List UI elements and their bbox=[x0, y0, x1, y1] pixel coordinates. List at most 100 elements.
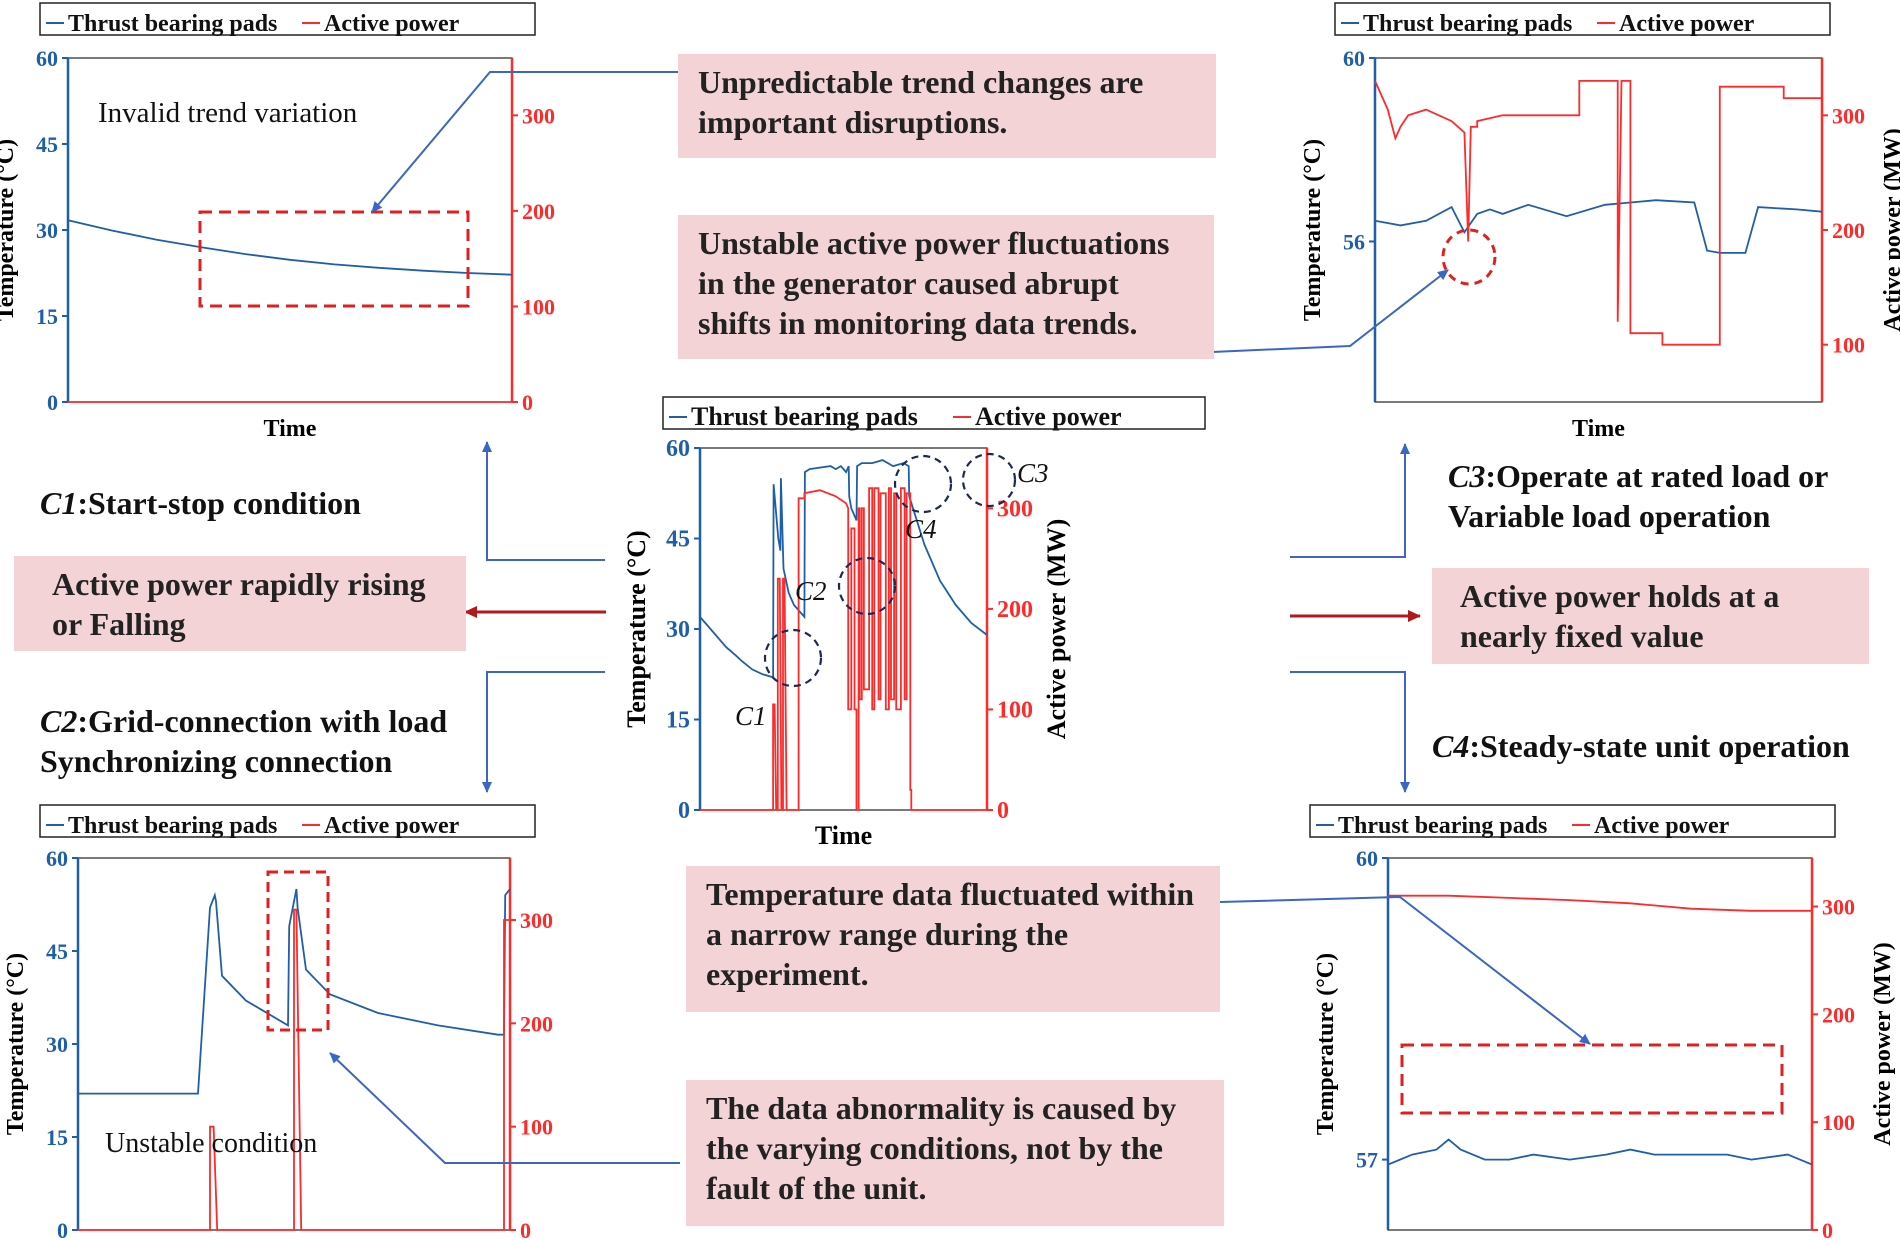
marker-c1-label: C1 bbox=[735, 701, 767, 731]
marker-c4-label: C4 bbox=[905, 514, 937, 544]
highlight-box-narrow bbox=[1400, 1043, 1784, 1115]
condition-c2-text2: Synchronizing connection bbox=[40, 743, 393, 779]
right-tick-label: 100 bbox=[1832, 333, 1865, 358]
callout-unpredictable: Unpredictable trend changes are importan… bbox=[678, 54, 1216, 158]
left-tick-label: 60 bbox=[666, 436, 690, 462]
legend-temp-label: Thrust bearing pads bbox=[691, 402, 918, 431]
series-temp-line bbox=[67, 219, 513, 276]
series-power-line bbox=[78, 908, 510, 1231]
y-axis-label-left: Temperature (°C) bbox=[3, 953, 29, 1135]
right-tick-label: 300 bbox=[1822, 895, 1855, 920]
legend-box bbox=[1334, 2, 1831, 36]
legend-temp-label: Thrust bearing pads bbox=[1338, 813, 1547, 839]
right-tick-label: 0 bbox=[997, 798, 1009, 824]
series-temp-line bbox=[1374, 199, 1823, 254]
chart-top-right: Thrust bearing pads Active power 56 60 100 20… bbox=[1300, 2, 1900, 442]
chart-top-left: Thrust bearing pads Active power 0 15 30 45 60… bbox=[0, 2, 555, 442]
legend-power-label: Active power bbox=[975, 402, 1122, 431]
condition-c1: C1:Start-stop condition bbox=[40, 483, 361, 523]
condition-c2-text: :Grid-connection with load bbox=[77, 703, 448, 739]
y-axis-label-right: Active power (MW) bbox=[1870, 942, 1896, 1145]
left-tick-label: 0 bbox=[678, 798, 690, 824]
highlight-box-invalid bbox=[198, 210, 470, 308]
x-axis-label: Time bbox=[815, 821, 872, 850]
right-tick-label: 100 bbox=[522, 294, 555, 319]
marker-c4-circle bbox=[893, 454, 953, 514]
left-tick-label: 15 bbox=[666, 708, 690, 734]
arrow-to-c4 bbox=[1290, 671, 1410, 793]
legend-power-label: Active power bbox=[324, 11, 460, 37]
left-tick-label: 60 bbox=[1343, 46, 1365, 71]
legend-power-label: Active power bbox=[1619, 11, 1755, 37]
annotation-invalid-trend: Invalid trend variation bbox=[98, 97, 358, 129]
condition-c4-text: :Steady-state unit operation bbox=[1469, 728, 1850, 764]
condition-c3: C3:Operate at rated load or Variable loa… bbox=[1448, 456, 1828, 536]
marker-c2-circle bbox=[837, 556, 897, 616]
left-tick-label: 45 bbox=[36, 132, 58, 157]
arrow-to-c2 bbox=[482, 671, 605, 793]
chart-bottom-right: Thrust bearing pads Active power 57 60 0 100 2… bbox=[1309, 804, 1896, 1240]
plot-frame bbox=[1374, 57, 1823, 403]
left-tick-label: 0 bbox=[47, 390, 58, 415]
callout-unstable-power: Unstable active power fluctuations in th… bbox=[678, 215, 1214, 359]
right-tick-label: 0 bbox=[520, 1218, 531, 1240]
chart-bottom-left: Thrust bearing pads Active power 0 15 30 45 60… bbox=[3, 804, 553, 1240]
left-tick-label: 60 bbox=[36, 46, 58, 71]
callout-holds-fixed: Active power holds at a nearly fixed val… bbox=[1432, 568, 1869, 664]
series-power-line bbox=[1388, 894, 1812, 912]
legend-power-label: Active power bbox=[324, 813, 460, 839]
right-tick-label: 100 bbox=[997, 697, 1033, 723]
highlight-ellipse-dip bbox=[1441, 228, 1497, 286]
condition-c2-code: C2 bbox=[40, 703, 78, 739]
right-tick-label: 0 bbox=[1822, 1218, 1833, 1240]
x-axis-label: Time bbox=[264, 416, 317, 442]
left-tick-label: 30 bbox=[666, 617, 690, 643]
marker-c3-label: C3 bbox=[1017, 458, 1049, 488]
legend-box bbox=[39, 2, 536, 36]
left-tick-label: 30 bbox=[46, 1032, 68, 1057]
arrow-to-c1 bbox=[482, 441, 605, 561]
right-tick-label: 0 bbox=[522, 390, 533, 415]
series-temp-line bbox=[1387, 1138, 1813, 1166]
left-tick-label: 15 bbox=[36, 304, 58, 329]
marker-c2-label: C2 bbox=[795, 576, 827, 606]
callout-abnormality: The data abnormality is caused by the va… bbox=[686, 1080, 1224, 1226]
series-power-line bbox=[700, 487, 987, 811]
legend-box bbox=[662, 396, 1206, 430]
series-temp-line bbox=[699, 459, 988, 679]
series-temp-line bbox=[78, 888, 511, 1095]
left-tick-label: 57 bbox=[1356, 1148, 1378, 1173]
series-power-line bbox=[1374, 80, 1822, 346]
right-tick-label: 200 bbox=[520, 1011, 553, 1036]
left-tick-label: 30 bbox=[36, 218, 58, 243]
left-tick-label: 15 bbox=[46, 1125, 68, 1150]
condition-c1-code: C1 bbox=[40, 485, 78, 521]
callout-temp-narrow: Temperature data fluctuated within a nar… bbox=[686, 866, 1220, 1012]
right-tick-label: 100 bbox=[1822, 1110, 1855, 1135]
right-tick-label: 300 bbox=[997, 496, 1033, 522]
right-tick-label: 300 bbox=[522, 103, 555, 128]
condition-c3-text: :Operate at rated load or bbox=[1485, 458, 1829, 494]
left-tick-label: 0 bbox=[57, 1218, 68, 1240]
condition-c4-code: C4 bbox=[1432, 728, 1470, 764]
y-axis-label-right: Active power (MW) bbox=[1880, 128, 1900, 331]
marker-c3-circle bbox=[961, 452, 1017, 508]
right-tick-label: 200 bbox=[1832, 218, 1865, 243]
chart-center: Thrust bearing pads Active power 0 15 30 45 60… bbox=[622, 396, 1206, 850]
condition-c4: C4:Steady-state unit operation bbox=[1432, 726, 1850, 766]
legend-temp-label: Thrust bearing pads bbox=[68, 11, 277, 37]
condition-c3-text2: Variable load operation bbox=[1448, 498, 1771, 534]
annotation-unstable-condition: Unstable condition bbox=[105, 1128, 317, 1159]
callout-rising-falling: Active power rapidly rising or Falling bbox=[14, 556, 466, 651]
left-tick-label: 60 bbox=[1356, 846, 1378, 871]
x-axis-label: Time bbox=[1572, 416, 1625, 442]
condition-c2: C2:Grid-connection with load Synchronizi… bbox=[40, 701, 447, 781]
y-axis-label-left: Temperature (°C) bbox=[622, 530, 651, 727]
right-tick-label: 200 bbox=[1822, 1002, 1855, 1027]
marker-c1-circle bbox=[763, 628, 823, 688]
legend-box bbox=[39, 804, 536, 838]
y-axis-label-right: Active power (MW) bbox=[1042, 519, 1071, 739]
y-axis-label-left: Temperature (°C) bbox=[0, 139, 19, 321]
legend-temp-label: Thrust bearing pads bbox=[1363, 11, 1572, 37]
left-tick-label: 56 bbox=[1343, 229, 1365, 254]
